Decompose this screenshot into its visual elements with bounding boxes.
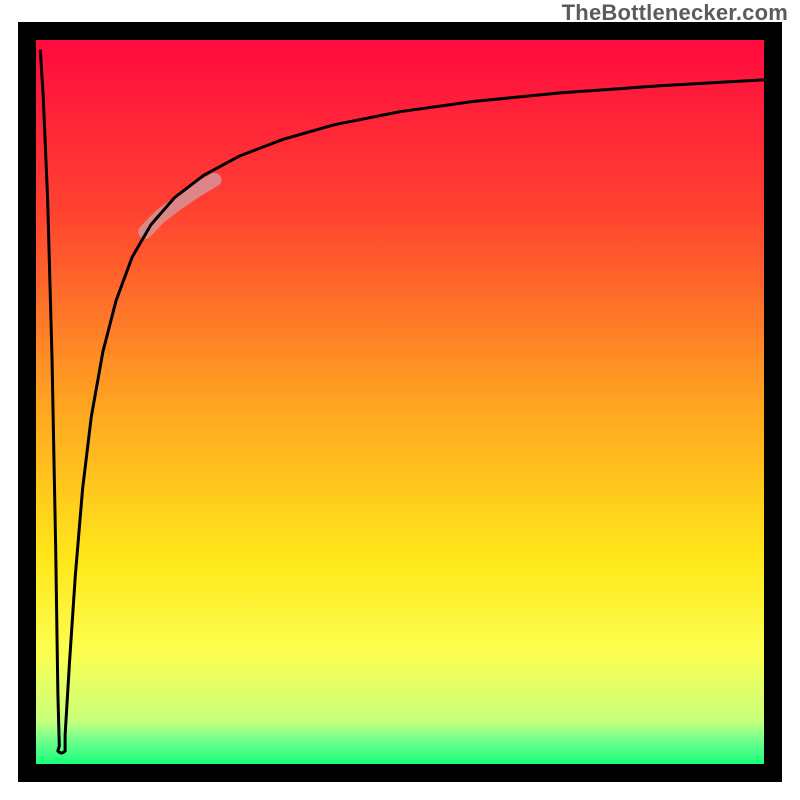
stage: TheBottlenecker.com <box>0 0 800 800</box>
watermark-text: TheBottlenecker.com <box>562 0 788 26</box>
plot-background <box>36 40 764 764</box>
chart-svg <box>0 0 800 800</box>
